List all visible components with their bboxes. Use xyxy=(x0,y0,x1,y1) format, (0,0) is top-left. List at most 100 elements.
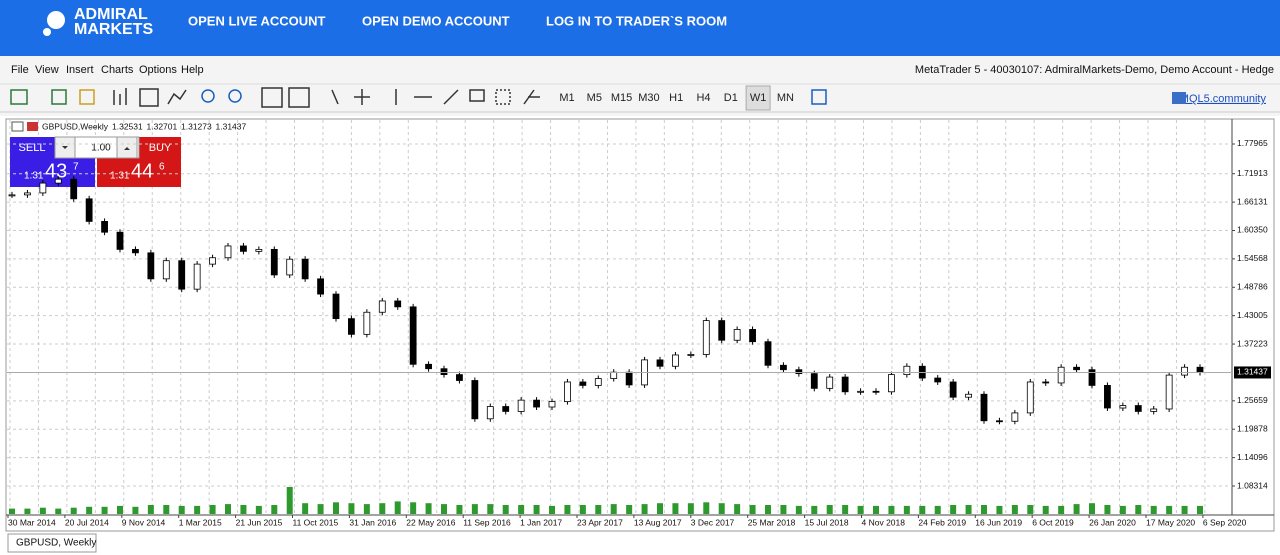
volume-bar xyxy=(811,505,818,514)
y-tick-label: 1.19878 xyxy=(1237,423,1268,433)
community-link[interactable]: MQL5.community xyxy=(1180,93,1267,105)
timeframe-button[interactable]: M15 xyxy=(611,92,632,104)
candle-body xyxy=(810,373,818,389)
symbol-title: GBPUSD,Weekly xyxy=(42,121,109,131)
chart-frame xyxy=(5,118,1275,532)
menu-item[interactable]: File xyxy=(11,64,29,76)
volume-bar xyxy=(533,505,540,514)
nav-link[interactable]: OPEN LIVE ACCOUNT xyxy=(188,13,326,28)
candle-body xyxy=(888,374,895,393)
volume-bar xyxy=(687,503,694,514)
symbol-icon xyxy=(11,121,24,132)
candle-body xyxy=(1150,408,1158,412)
lot-value[interactable]: 1.00 xyxy=(91,143,111,154)
x-tick-label: 3 Dec 2017 xyxy=(691,517,735,527)
menu-item[interactable]: Options xyxy=(139,64,177,76)
candle-body xyxy=(116,231,124,250)
menu-item[interactable]: Insert xyxy=(66,64,94,76)
volume-bar xyxy=(456,505,463,514)
volume-bar xyxy=(857,505,864,514)
candle-body xyxy=(965,393,972,398)
volume-bar xyxy=(425,503,432,514)
candle-body xyxy=(702,320,710,355)
quote-value: 1.31437 xyxy=(216,121,247,131)
volume-bar xyxy=(9,508,15,514)
candle-body xyxy=(8,194,16,197)
volume-bar xyxy=(194,505,201,514)
buy-price-big: 1.31 xyxy=(110,171,130,182)
timeframe-button[interactable]: MN xyxy=(777,92,794,104)
menu-item[interactable]: View xyxy=(35,64,59,76)
candle-body xyxy=(949,381,957,398)
candle-body xyxy=(301,258,309,280)
header-bar xyxy=(0,0,1280,56)
candle-body xyxy=(548,401,556,408)
candle-body xyxy=(255,248,263,252)
volume-bar xyxy=(379,503,386,514)
sell-price-pips: 43 xyxy=(45,160,67,182)
x-tick-label: 21 Jun 2015 xyxy=(236,517,283,527)
candle-body xyxy=(826,376,834,389)
menu-item[interactable]: Charts xyxy=(101,64,134,76)
candle-body xyxy=(178,260,186,290)
chart-tab-label: GBPUSD, Weekly xyxy=(16,538,96,549)
nav-link[interactable]: OPEN DEMO ACCOUNT xyxy=(362,13,510,28)
candle-body xyxy=(996,420,1003,423)
timeframe-button[interactable]: H4 xyxy=(696,92,710,104)
last-price-box xyxy=(1234,366,1271,379)
volume-bar xyxy=(147,505,154,514)
y-tick-label: 1.60350 xyxy=(1237,225,1268,235)
volume-bar xyxy=(302,503,309,514)
terminal-title: MetaTrader 5 - 40030107: AdmiralMarkets-… xyxy=(915,64,1274,76)
candle-body xyxy=(594,378,602,386)
timeframe-button[interactable]: M5 xyxy=(587,92,602,104)
candle-body xyxy=(533,399,540,408)
candle-body xyxy=(147,252,155,280)
volume-bar xyxy=(564,505,571,514)
candle-body xyxy=(39,182,47,194)
x-tick-label: 23 Apr 2017 xyxy=(577,517,623,527)
volume-bar xyxy=(934,505,941,514)
volume-bar xyxy=(24,508,31,514)
volume-bar xyxy=(1181,505,1188,514)
symbol-flag xyxy=(27,122,38,131)
timeframe-button[interactable]: W1 xyxy=(750,92,767,104)
candle-body xyxy=(625,371,633,386)
timeframe-button[interactable]: M30 xyxy=(638,92,659,104)
menu-item[interactable]: Help xyxy=(181,64,204,76)
volume-bar xyxy=(410,502,417,514)
chart-tab[interactable] xyxy=(7,533,97,553)
nav-link[interactable]: LOG IN TO TRADER`S ROOM xyxy=(546,13,727,28)
x-tick-label: 11 Sep 2016 xyxy=(463,517,511,527)
x-tick-label: 26 Jan 2020 xyxy=(1089,517,1136,527)
volume-bar xyxy=(919,505,926,514)
volume-bar xyxy=(888,505,895,514)
candle-body xyxy=(348,318,355,335)
volume-bar xyxy=(271,505,278,514)
quote-value: 1.32701 xyxy=(147,121,178,131)
volume-bar xyxy=(518,505,525,514)
candle-body xyxy=(841,376,849,393)
x-tick-label: 30 Mar 2014 xyxy=(8,517,56,527)
timeframe-button[interactable]: D1 xyxy=(724,92,738,104)
menu-toolbar-bg xyxy=(0,56,1280,116)
volume-bar xyxy=(348,503,355,514)
x-tick-label: 31 Jan 2016 xyxy=(349,517,396,527)
logo-text: ADMIRAL xyxy=(74,6,148,23)
candle-body xyxy=(193,263,201,290)
timeframe-button[interactable]: M1 xyxy=(559,92,574,104)
volume-bar xyxy=(903,505,910,514)
candle-body xyxy=(440,368,448,376)
candle-body xyxy=(1165,374,1173,410)
x-tick-label: 13 Aug 2017 xyxy=(634,517,682,527)
volume-bar xyxy=(749,505,756,514)
candle-body xyxy=(409,306,417,365)
volume-bar xyxy=(996,505,1003,514)
quote-value: 1.31273 xyxy=(181,121,212,131)
timeframe-button[interactable]: H1 xyxy=(669,92,683,104)
candle-body xyxy=(240,245,247,252)
volume-bar xyxy=(549,505,555,514)
volume-bar xyxy=(86,506,93,514)
candle-body xyxy=(656,359,664,367)
